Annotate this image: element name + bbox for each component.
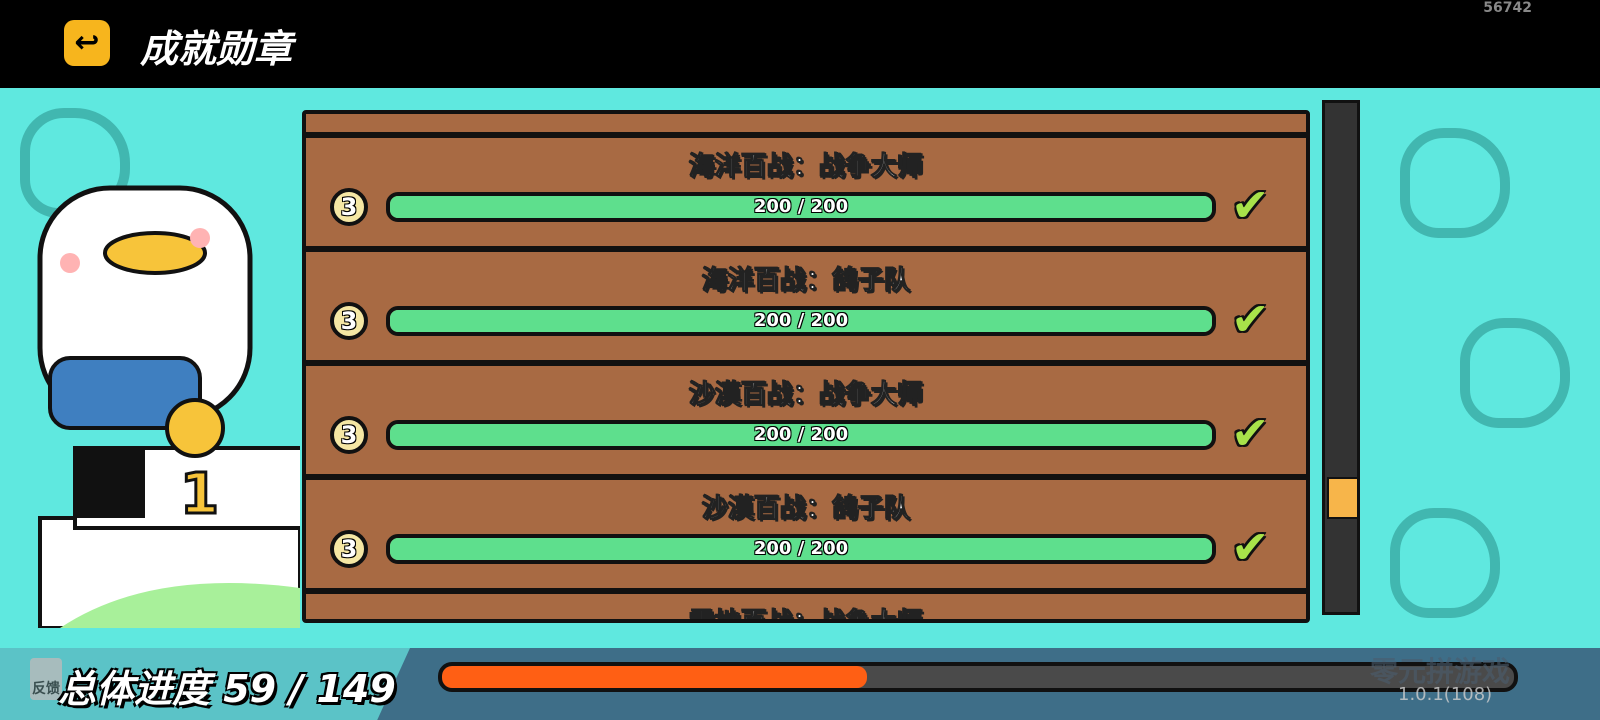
overall-progress-fill	[442, 666, 867, 688]
scrollbar-thumb[interactable]	[1327, 476, 1359, 519]
achievement-title: 沙漠百战：鸽子队	[701, 494, 910, 525]
level-badge: 3	[330, 416, 368, 454]
achievement-progress-bar: 200 / 200	[386, 192, 1216, 222]
scrollbar[interactable]	[1322, 100, 1360, 615]
background-pattern	[1460, 318, 1570, 428]
level-badge: 3	[330, 188, 368, 226]
achievement-progress-bar: 200 / 200	[386, 306, 1216, 336]
achievement-progress-fill	[390, 310, 1212, 332]
achievement-list[interactable]: 海洋百战：战争大师 3 200 / 200 ✔ 海洋百战：鸽子队 3 200 / 200…	[302, 110, 1310, 623]
overall-progress-panel	[0, 648, 410, 720]
top-bar: ↩ 成就勋章 56742	[0, 0, 1600, 88]
achievement-progress-bar: 200 / 200	[386, 534, 1216, 564]
footer: 反馈 总体进度 59 / 149 零元拼游戏 1.0.1(108)	[0, 648, 1600, 720]
achievement-progress-fill	[390, 538, 1212, 560]
achievement-progress-fill	[390, 196, 1212, 218]
achievement-title: 海洋百战：鸽子队	[701, 266, 910, 297]
version-label: 1.0.1(108)	[1398, 684, 1493, 705]
back-arrow-icon[interactable]: ↩	[64, 20, 110, 66]
achievement-row[interactable]: 沙漠百战：战争大师 3 200 / 200 ✔	[306, 366, 1306, 480]
achievement-progress-text: 200 / 200	[753, 538, 849, 559]
level-badge: 3	[330, 530, 368, 568]
duck-mascot-on-podium: 1	[37, 185, 300, 628]
achievement-progress-text: 200 / 200	[753, 196, 849, 217]
feedback-button[interactable]: 反馈	[30, 658, 62, 700]
checkmark-icon: ✔	[1231, 406, 1270, 460]
svg-text:1: 1	[180, 462, 219, 527]
achievement-title: 雪地百战：战争大师	[688, 608, 923, 623]
background-pattern	[1400, 128, 1510, 238]
overall-progress-label: 总体进度 59 / 149	[58, 667, 396, 711]
list-header	[306, 114, 1306, 138]
checkmark-icon: ✔	[1231, 178, 1270, 232]
background-pattern	[1390, 508, 1500, 618]
achievement-progress-bar: 200 / 200	[386, 420, 1216, 450]
overall-progress-bar	[438, 662, 1518, 692]
achievement-row[interactable]: 海洋百战：鸽子队 3 200 / 200 ✔	[306, 252, 1306, 366]
achievement-progress-text: 200 / 200	[753, 424, 849, 445]
checkmark-icon: ✔	[1231, 520, 1270, 574]
achievement-row[interactable]: 雪地百战：战争大师	[306, 594, 1306, 623]
achievement-stage: 1 海洋百战：战争大师 3 200 / 200 ✔ 海洋百战：鸽子队 3 200 / 2…	[0, 88, 1600, 648]
checkmark-icon: ✔	[1231, 292, 1270, 346]
watermark-logo: 零元拼游戏	[1370, 655, 1511, 688]
achievement-progress-text: 200 / 200	[753, 310, 849, 331]
achievement-title: 沙漠百战：战争大师	[688, 380, 923, 411]
achievement-title: 海洋百战：战争大师	[688, 152, 923, 183]
page-title: 成就勋章	[140, 27, 293, 71]
achievement-progress-fill	[390, 424, 1212, 446]
achievement-row[interactable]: 海洋百战：战争大师 3 200 / 200 ✔	[306, 138, 1306, 252]
build-number: 56742	[1483, 0, 1532, 16]
level-badge: 3	[330, 302, 368, 340]
achievement-row[interactable]: 沙漠百战：鸽子队 3 200 / 200 ✔	[306, 480, 1306, 594]
